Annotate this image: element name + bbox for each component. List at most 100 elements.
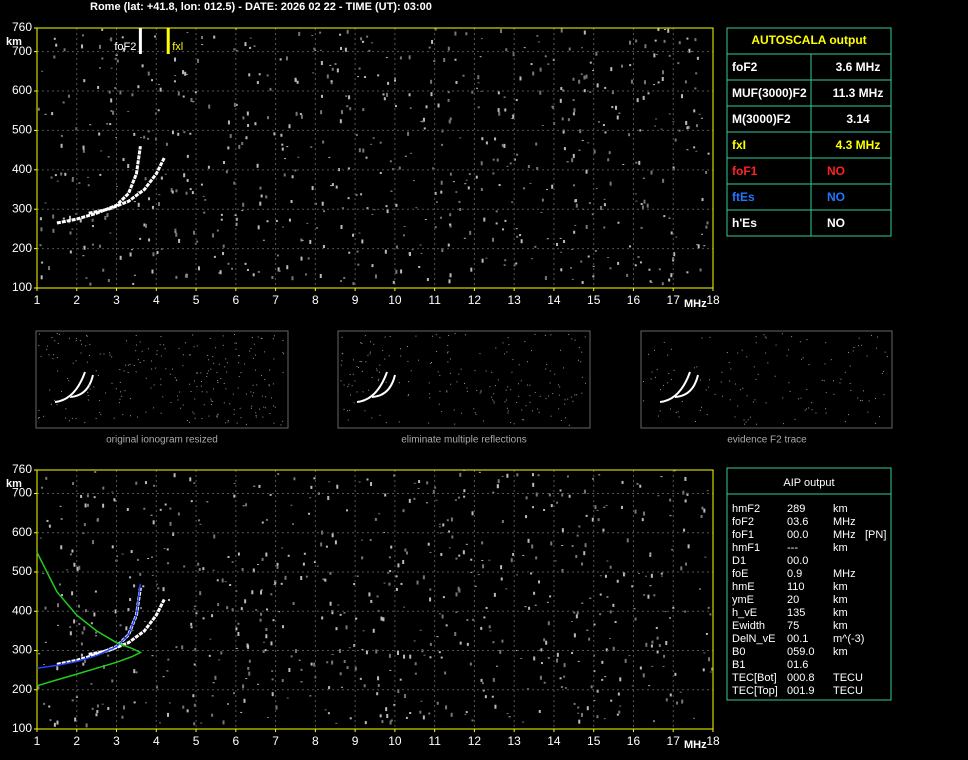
noise [561,117,564,121]
noise [695,72,698,75]
noise [80,494,83,498]
noise [236,422,238,424]
noise [178,238,181,243]
noise [830,359,832,361]
noise [328,481,331,483]
noise [352,373,354,375]
noise [705,170,708,174]
noise [226,371,228,373]
noise [247,666,250,670]
noise [135,350,137,352]
noise [541,124,544,126]
noise [556,652,559,657]
noise [649,554,652,557]
noise [411,249,414,251]
noise [186,420,188,422]
noise [515,99,518,102]
noise [676,701,679,705]
noise [573,230,576,234]
aip-cell: 00.0 [787,555,808,567]
noise [528,606,531,610]
noise [655,376,657,378]
noise [68,380,70,382]
noise [552,393,554,395]
aip-cell: TEC[Top] [732,685,778,697]
noise [558,408,560,410]
noise [152,252,155,257]
aip-cell: 20 [787,594,799,606]
noise [300,668,303,671]
noise [71,228,74,230]
noise [629,64,632,67]
noise [262,416,264,418]
noise [365,361,367,363]
noise [265,634,268,639]
noise [618,710,621,714]
noise [525,405,527,407]
noise [641,518,644,522]
x-axis-label: MHz [684,298,707,310]
noise [56,624,59,626]
noise [347,197,350,200]
noise [649,280,652,283]
noise [587,142,590,144]
noise [109,352,111,354]
noise [518,364,520,366]
noise [227,421,229,423]
noise [189,354,191,356]
x-tick-label: 10 [388,293,402,307]
noise [38,409,40,411]
noise [127,608,130,612]
noise [178,347,180,349]
noise [455,557,458,560]
noise [195,612,198,615]
noise [550,415,552,417]
noise [242,684,245,689]
noise [74,717,77,722]
noise [183,565,186,568]
noise [847,414,849,416]
aip-cell: [PN] [865,529,886,541]
noise [265,195,268,199]
noise [86,361,88,363]
noise [639,261,642,264]
noise [533,591,536,595]
noise [384,249,387,254]
noise [706,414,708,416]
noise [251,405,253,407]
noise [477,75,480,80]
noise [740,389,742,391]
noise [507,412,509,414]
noise [371,264,374,268]
noise [781,333,783,335]
noise [669,498,672,502]
noise [466,619,469,622]
noise [511,371,513,373]
noise [351,385,353,387]
noise [133,584,136,588]
noise [57,342,59,344]
noise [671,348,673,350]
noise [98,132,101,136]
noise [340,224,343,229]
noise [442,523,445,527]
aip-cell: 00.1 [787,633,808,645]
noise [335,185,338,189]
noise [361,539,364,541]
noise [101,28,104,31]
noise [541,198,544,202]
noise [212,356,214,358]
noise [444,671,447,675]
noise [40,275,43,280]
noise [331,533,334,538]
noise [151,574,154,576]
noise [459,207,462,211]
noise [665,640,668,645]
noise [616,115,619,120]
noise [354,380,356,382]
noise [216,415,218,417]
noise [409,711,412,714]
noise [595,51,598,56]
noise [657,28,660,32]
